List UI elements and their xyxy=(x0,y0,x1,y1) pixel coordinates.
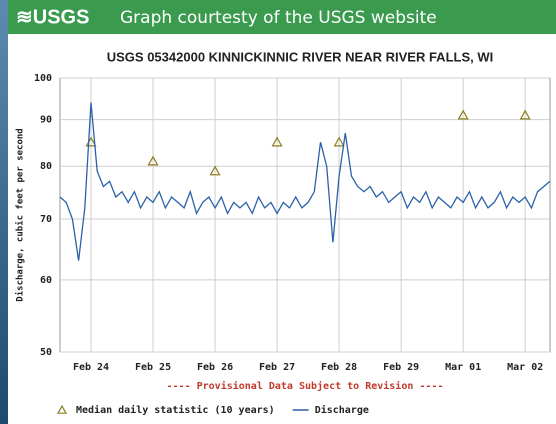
y-tick-label: 100 xyxy=(34,73,52,84)
x-tick-label: Feb 28 xyxy=(321,362,357,373)
x-tick-label: Feb 27 xyxy=(259,362,295,373)
y-axis-label: Discharge, cubic feet per second xyxy=(15,128,26,301)
x-tick-label: Feb 24 xyxy=(73,362,109,373)
legend-label: Median daily statistic (10 years) xyxy=(76,404,275,416)
y-tick-label: 80 xyxy=(40,161,52,172)
y-tick-label: 70 xyxy=(40,214,52,225)
x-tick-label: Feb 29 xyxy=(383,362,419,373)
y-tick-label: 60 xyxy=(40,275,52,286)
header-logo: ≋USGS xyxy=(16,6,89,28)
x-tick-label: Mar 01 xyxy=(445,362,481,373)
legend-label: Discharge xyxy=(315,404,369,416)
page: ≋USGS Graph courtesty of the USGS websit… xyxy=(0,0,556,424)
y-tick-label: 90 xyxy=(40,115,52,126)
chart-title: USGS 05342000 KINNICKINNIC RIVER NEAR RI… xyxy=(107,49,493,64)
header-caption: Graph courtesty of the USGS website xyxy=(120,8,437,28)
x-tick-label: Mar 02 xyxy=(507,362,543,373)
x-tick-label: Feb 25 xyxy=(135,362,171,373)
y-tick-label: 50 xyxy=(40,347,52,358)
x-tick-label: Feb 26 xyxy=(197,362,233,373)
provisional-note: ---- Provisional Data Subject to Revisio… xyxy=(167,380,444,392)
chart: ≋USGS Graph courtesty of the USGS websit… xyxy=(0,0,556,424)
